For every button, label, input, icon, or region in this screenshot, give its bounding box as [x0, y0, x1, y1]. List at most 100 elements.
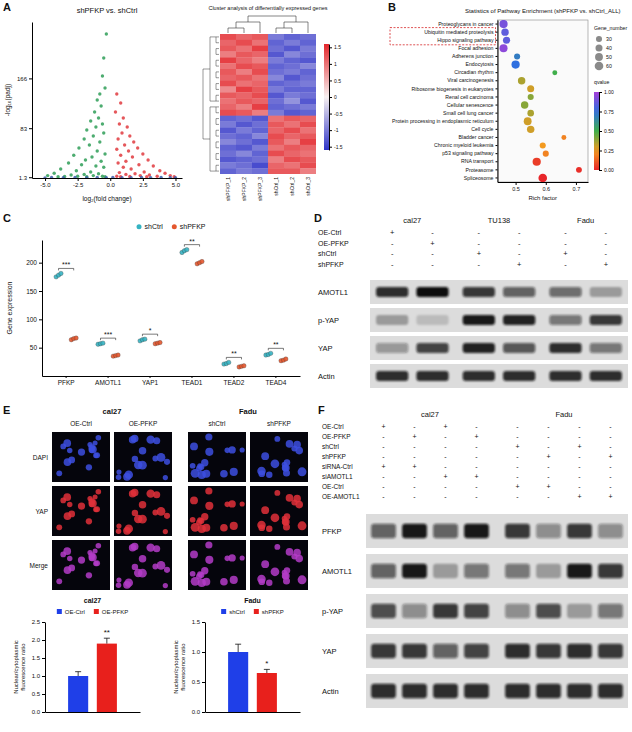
point	[159, 176, 162, 178]
point	[174, 176, 177, 178]
dendrogram-branch	[216, 154, 219, 160]
heatmap-cell	[284, 46, 300, 52]
cell	[225, 556, 231, 562]
heatmap-cell	[300, 133, 316, 139]
tick-label: 0	[334, 94, 337, 100]
tick-mark	[329, 147, 332, 148]
point	[97, 116, 100, 119]
heatmap-cell	[300, 46, 316, 52]
tick-mark	[496, 56, 498, 57]
tick-mark	[39, 319, 42, 320]
condition-sign: -	[609, 443, 612, 450]
heatmap-cell	[220, 116, 236, 122]
tick: Endocytosis	[466, 61, 498, 67]
heatmap-cell	[236, 34, 252, 40]
cell	[271, 459, 280, 468]
tick-label: 200	[26, 259, 37, 266]
x-axis: 0.50.60.7	[498, 182, 589, 192]
point	[132, 140, 135, 143]
tick-label: Proteasome	[466, 167, 494, 173]
tick-mark	[39, 263, 42, 264]
cell	[116, 470, 121, 475]
cell	[131, 489, 139, 497]
cell	[240, 501, 245, 506]
cell	[271, 513, 280, 522]
tick-mark	[496, 153, 498, 154]
tick-label: Cellular senescence	[447, 102, 494, 108]
error-bar	[264, 669, 270, 673]
cell	[93, 507, 98, 512]
tick: Hippo signaling pathway	[437, 37, 497, 43]
point	[149, 176, 152, 178]
tick-label: 0.6	[542, 186, 550, 192]
microscopy: OE-CtrlOE-PFKPcal27shCtrlshPFKPFaduDAPIY…	[30, 407, 308, 590]
tick-label: 1.0	[32, 673, 41, 679]
heatmap-cell	[300, 151, 316, 157]
heatmap-cell	[220, 57, 236, 63]
legend-bubble	[595, 53, 603, 61]
dendrogram	[203, 16, 308, 171]
cell	[190, 463, 196, 469]
tick: Ribosome biogenesis in eukaryotes	[412, 86, 498, 92]
tick-mark	[576, 182, 577, 185]
condition-sign: -	[518, 228, 521, 237]
point	[141, 152, 144, 155]
condition-sign: -	[605, 228, 608, 237]
heatmap-cell	[284, 145, 300, 151]
cell	[146, 435, 154, 443]
cell	[60, 498, 66, 504]
heatmap-cell	[252, 81, 268, 87]
cell	[123, 527, 131, 535]
cell	[139, 501, 147, 509]
tick: 0.5	[32, 691, 45, 697]
point	[122, 116, 125, 119]
point	[69, 173, 72, 176]
heatmap-cell	[220, 40, 236, 46]
heatmap-cell	[284, 127, 300, 133]
bubble	[528, 94, 534, 100]
band	[371, 684, 396, 698]
point	[72, 154, 75, 157]
condition-sign: +	[474, 473, 478, 480]
heatmap-cell	[300, 92, 316, 98]
tick: Focal adhesion	[458, 45, 497, 51]
dendrogram-branch	[216, 130, 219, 136]
cell	[220, 524, 228, 532]
bubble	[540, 143, 546, 149]
cell	[230, 522, 238, 530]
condition-sign: +	[604, 260, 609, 269]
band-label: PFKP	[322, 527, 342, 536]
blot-strip	[370, 280, 628, 304]
legend-label: 60	[606, 63, 612, 69]
point	[102, 56, 105, 59]
point	[98, 92, 101, 95]
heatmap-cell	[300, 75, 316, 81]
cell	[190, 517, 196, 523]
heatmap-cell	[220, 122, 236, 128]
band	[590, 343, 622, 353]
axis-line	[42, 241, 43, 377]
cell	[282, 519, 289, 526]
dendrogram-branch	[216, 142, 219, 148]
heatmap-cell	[284, 63, 300, 69]
band	[590, 371, 622, 381]
dendrogram-branch	[216, 37, 219, 43]
tick: TEAD4	[265, 376, 286, 386]
point	[101, 74, 104, 77]
cell	[56, 578, 62, 584]
western-blot: cal27FaduOE-Ctrl+-+-----OE-PFKP-+-+----s…	[322, 410, 628, 708]
y-axis: 1.383166	[17, 23, 33, 181]
heatmap-cell	[252, 168, 268, 174]
heatmap-cell	[284, 168, 300, 174]
point	[99, 104, 102, 107]
point	[156, 175, 159, 178]
cell	[257, 521, 266, 530]
tick-mark	[42, 676, 45, 677]
point	[103, 152, 106, 155]
cell	[199, 464, 205, 470]
tick: 0.7	[573, 182, 581, 192]
tick-label: p53 signaling pathway	[442, 150, 494, 156]
cell	[191, 523, 200, 532]
condition-sign: -	[547, 493, 550, 500]
point	[111, 176, 114, 178]
